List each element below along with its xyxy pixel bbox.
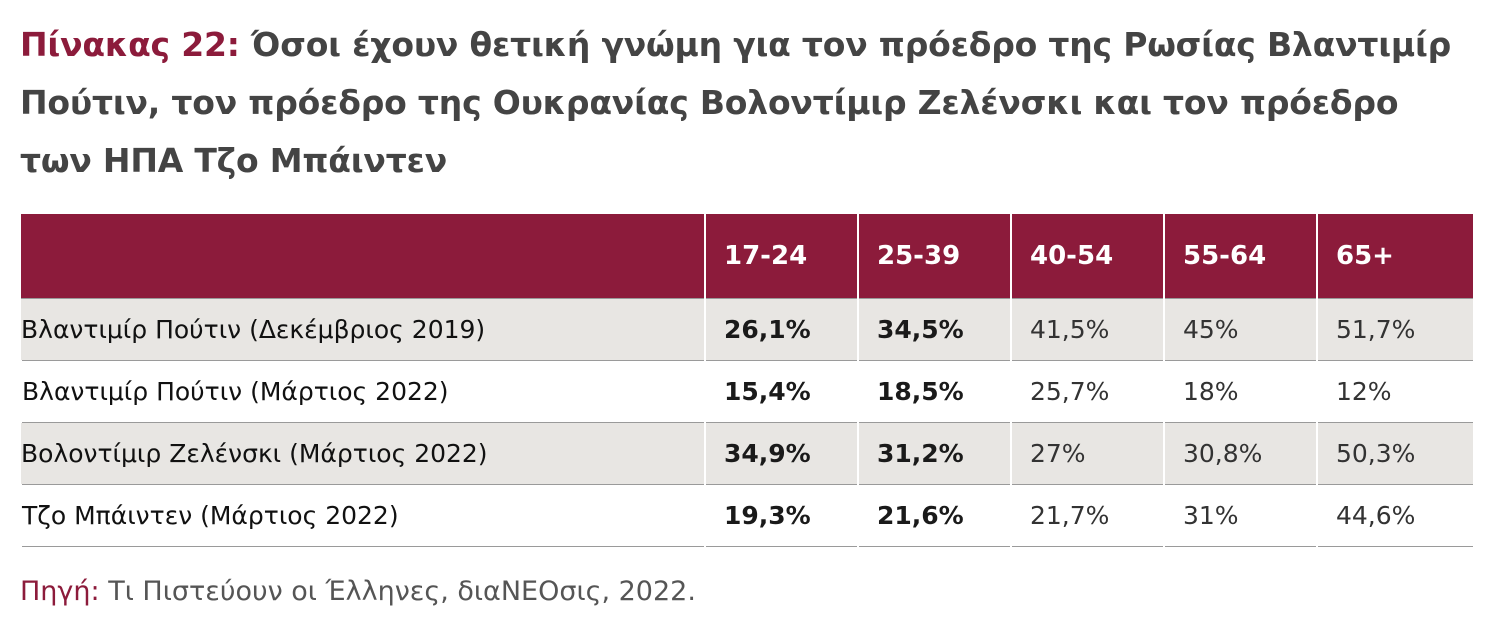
header-cell-25-39: 25-39 <box>857 214 1011 298</box>
table-row: Βλαντιμίρ Πούτιν (Μάρτιος 2022) 15,4% 18… <box>20 360 1473 423</box>
table-cell: 18% <box>1163 360 1317 423</box>
table-cell: 15,4% <box>704 360 858 423</box>
table-header-row: 17-24 25-39 40-54 55-64 65+ <box>21 214 1473 298</box>
table-row: Βολοντίμιρ Ζελένσκι (Μάρτιος 2022) 34,9%… <box>21 422 1473 485</box>
table-cell: 41,5% <box>1010 297 1164 361</box>
table-cell: 34,9% <box>704 422 858 485</box>
table-cell: 50,3% <box>1316 422 1473 485</box>
table-cell: 21,7% <box>1010 484 1164 547</box>
table-cell: 26,1% <box>704 297 858 361</box>
row-label: Βλαντιμίρ Πούτιν (Δεκέμβριος 2019) <box>21 297 705 361</box>
table-cell: 25,7% <box>1010 360 1164 423</box>
table-cell: 18,5% <box>857 360 1011 423</box>
table-cell: 31,2% <box>857 422 1011 485</box>
title-text: Όσοι έχουν θετική γνώμη για τον πρόεδρο … <box>20 25 1452 180</box>
table-cell: 21,6% <box>857 484 1011 547</box>
data-table: 17-24 25-39 40-54 55-64 65+ Βλαντιμίρ Πο… <box>20 214 1473 547</box>
table-cell: 44,6% <box>1316 484 1473 547</box>
source-label: Πηγή: <box>20 576 100 607</box>
table-cell: 19,3% <box>704 484 858 547</box>
table-number-label: Πίνακας 22: <box>20 25 240 64</box>
table-row: Τζο Μπάιντεν (Μάρτιος 2022) 19,3% 21,6% … <box>20 484 1473 547</box>
table-cell: 30,8% <box>1163 422 1317 485</box>
header-cell-empty <box>21 214 705 298</box>
table-cell: 51,7% <box>1316 297 1473 361</box>
table-cell: 45% <box>1163 297 1317 361</box>
header-cell-17-24: 17-24 <box>704 214 858 298</box>
header-cell-65-plus: 65+ <box>1316 214 1473 298</box>
table-cell: 31% <box>1163 484 1317 547</box>
row-label: Βολοντίμιρ Ζελένσκι (Μάρτιος 2022) <box>21 422 705 485</box>
row-label: Τζο Μπάιντεν (Μάρτιος 2022) <box>20 484 705 547</box>
row-label: Βλαντιμίρ Πούτιν (Μάρτιος 2022) <box>20 360 705 423</box>
table-cell: 34,5% <box>857 297 1011 361</box>
page-title: Πίνακας 22: Όσοι έχουν θετική γνώμη για … <box>20 16 1480 190</box>
table-cell: 27% <box>1010 422 1164 485</box>
header-cell-55-64: 55-64 <box>1163 214 1317 298</box>
source-note: Πηγή: Τι Πιστεύουν οι Έλληνες, διαNEOσις… <box>20 576 696 607</box>
source-text: Τι Πιστεύουν οι Έλληνες, διαNEOσις, 2022… <box>108 576 696 607</box>
table-row: Βλαντιμίρ Πούτιν (Δεκέμβριος 2019) 26,1%… <box>21 297 1473 361</box>
table-cell: 12% <box>1316 360 1473 423</box>
header-cell-40-54: 40-54 <box>1010 214 1164 298</box>
